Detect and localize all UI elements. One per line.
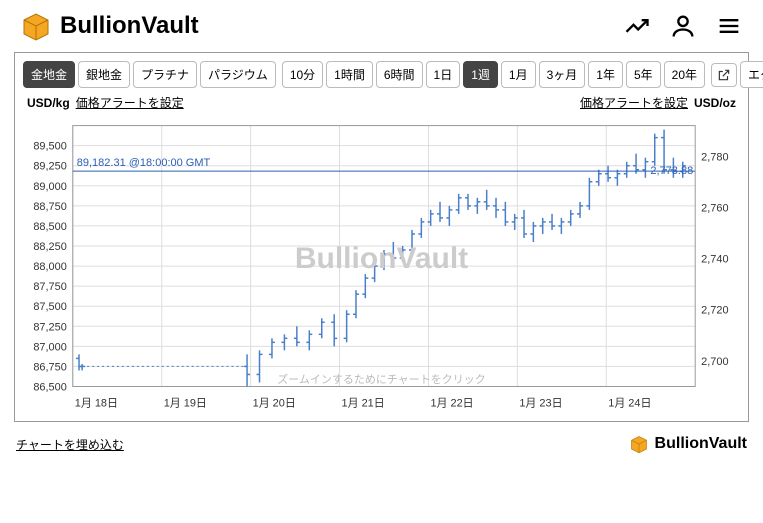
range-tab-6[interactable]: 3ヶ月 [539,61,586,88]
metal-tab-2[interactable]: プラチナ [133,61,197,88]
popout-icon [717,68,731,82]
header: BullionVault [0,0,763,52]
tab-bar: 金地金銀地金プラチナパラジウム 10分1時間6時間1日1週1月3ヶ月1年5年20… [15,53,748,94]
brand[interactable]: BullionVault [20,10,199,42]
range-tab-5[interactable]: 1月 [501,61,536,88]
price-alert-left[interactable]: 価格アラートを設定 [76,94,184,111]
svg-text:88,500: 88,500 [33,221,66,233]
footer-logo-icon [629,434,649,454]
embed-link[interactable]: チャートを埋め込む [16,436,124,453]
price-marker-left: 89,182.31 @18:00:00 GMT [77,157,210,169]
logo-icon [20,10,52,42]
svg-text:89,500: 89,500 [33,141,66,153]
svg-text:89,250: 89,250 [33,161,66,173]
footer-brand[interactable]: BullionVault [629,434,747,454]
axis-header: USD/kg 価格アラートを設定 価格アラートを設定 USD/oz [15,94,748,111]
range-tab-0[interactable]: 10分 [282,61,323,88]
svg-text:1月 22日: 1月 22日 [430,397,473,409]
svg-text:1月 20日: 1月 20日 [253,397,296,409]
range-tab-4[interactable]: 1週 [463,61,498,88]
svg-text:87,750: 87,750 [33,281,66,293]
svg-text:86,750: 86,750 [33,361,66,373]
svg-text:87,000: 87,000 [33,341,66,353]
right-unit: USD/oz [694,96,736,110]
svg-text:2,700: 2,700 [701,356,728,368]
price-alert-right[interactable]: 価格アラートを設定 [580,94,688,111]
svg-text:2,760: 2,760 [701,202,728,214]
svg-text:2,780: 2,780 [701,151,728,163]
svg-text:88,250: 88,250 [33,241,66,253]
svg-text:87,500: 87,500 [33,301,66,313]
menu-icon[interactable] [715,12,743,40]
range-tab-9[interactable]: 20年 [664,61,705,88]
svg-text:88,750: 88,750 [33,201,66,213]
svg-text:88,000: 88,000 [33,261,66,273]
svg-text:2,740: 2,740 [701,254,728,266]
popout-button[interactable] [711,63,737,87]
chart-icon[interactable] [623,12,651,40]
svg-text:86,500: 86,500 [33,381,66,393]
svg-text:1月 23日: 1月 23日 [519,397,562,409]
range-tab-2[interactable]: 6時間 [376,61,423,88]
export-button[interactable]: エクスポート [740,61,763,88]
svg-text:1月 24日: 1月 24日 [608,397,651,409]
svg-text:1月 21日: 1月 21日 [342,397,385,409]
svg-text:1月 19日: 1月 19日 [164,397,207,409]
svg-text:87,250: 87,250 [33,321,66,333]
metal-tab-1[interactable]: 銀地金 [78,61,130,88]
range-tab-1[interactable]: 1時間 [326,61,373,88]
chart-frame: 金地金銀地金プラチナパラジウム 10分1時間6時間1日1週1月3ヶ月1年5年20… [14,52,749,422]
zoom-hint: ズームインするためにチャートをクリック [277,371,486,387]
range-tab-8[interactable]: 5年 [626,61,661,88]
chart-area[interactable]: 89,500 89,250 89,000 88,750 88,500 88,250 88,0… [23,115,740,415]
brand-name: BullionVault [60,12,199,40]
account-icon[interactable] [669,12,697,40]
metal-tab-3[interactable]: パラジウム [200,61,276,88]
svg-text:2,720: 2,720 [701,305,728,317]
header-actions [623,12,743,40]
svg-text:1月 18日: 1月 18日 [75,397,118,409]
metal-tab-0[interactable]: 金地金 [23,61,75,88]
range-tab-3[interactable]: 1日 [426,61,461,88]
svg-text:89,000: 89,000 [33,181,66,193]
footer: チャートを埋め込む BullionVault [0,430,763,454]
range-tab-7[interactable]: 1年 [588,61,623,88]
left-unit: USD/kg [27,96,70,110]
price-marker-right: 2,773.88 [650,165,693,177]
footer-brand-name: BullionVault [655,435,747,453]
